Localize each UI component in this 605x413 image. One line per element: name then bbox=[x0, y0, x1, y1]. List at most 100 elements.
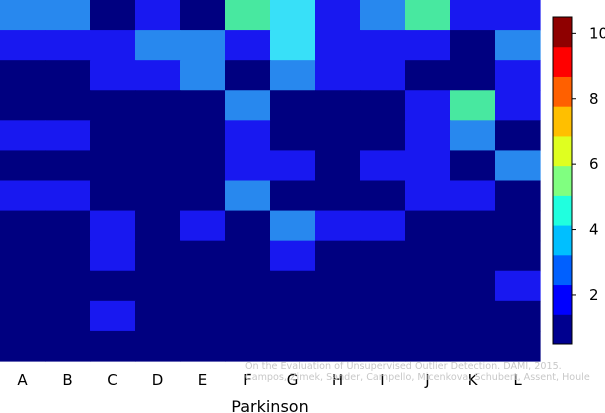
heatmap-cell bbox=[90, 270, 136, 302]
heatmap-cell bbox=[90, 120, 136, 152]
heatmap-cell bbox=[90, 330, 136, 362]
colorbar-band bbox=[553, 284, 572, 315]
heatmap-cell bbox=[495, 30, 541, 61]
heatmap-cell bbox=[270, 90, 316, 121]
heatmap-cell bbox=[135, 150, 181, 182]
heatmap-cell bbox=[135, 180, 181, 212]
heatmap-cell bbox=[0, 210, 46, 242]
heatmap-cell bbox=[360, 90, 406, 121]
heatmap-cell bbox=[405, 180, 451, 212]
heatmap-cell bbox=[270, 240, 316, 272]
heatmap-cell bbox=[405, 120, 451, 152]
heatmap-cell bbox=[135, 30, 181, 61]
heatmap-cell bbox=[405, 270, 451, 302]
heatmap-cell bbox=[405, 90, 451, 121]
colorbar-frame bbox=[552, 16, 573, 345]
colorbar-band bbox=[553, 106, 572, 137]
heatmap-cell bbox=[0, 180, 46, 212]
heatmap-cell bbox=[315, 120, 361, 152]
heatmap-cell bbox=[360, 30, 406, 61]
heatmap-cell bbox=[450, 90, 496, 121]
heatmap-cell bbox=[450, 330, 496, 362]
heatmap-cell bbox=[495, 330, 541, 362]
heatmap-cell bbox=[90, 0, 136, 31]
heatmap-cell bbox=[450, 210, 496, 242]
colorbar-band bbox=[553, 225, 572, 256]
heatmap-cell bbox=[450, 30, 496, 61]
x-tick-label: L bbox=[513, 371, 522, 389]
heatmap-cell bbox=[270, 60, 316, 91]
colorbar-tick-label: 10 bbox=[589, 24, 605, 42]
heatmap-cell bbox=[45, 0, 91, 31]
heatmap-cell bbox=[0, 60, 46, 91]
colorbar bbox=[552, 16, 573, 345]
colorbar-band bbox=[553, 165, 572, 196]
heatmap-cell bbox=[180, 210, 226, 242]
heatmap-cell bbox=[450, 150, 496, 182]
heatmap-cell bbox=[450, 300, 496, 332]
heatmap-cell bbox=[450, 240, 496, 272]
heatmap-cell bbox=[0, 240, 46, 272]
heatmap-cell bbox=[225, 330, 271, 362]
heatmap-cell bbox=[135, 120, 181, 152]
heatmap-cell bbox=[135, 90, 181, 121]
heatmap-cell bbox=[45, 240, 91, 272]
heatmap-cell bbox=[405, 30, 451, 61]
heatmap-cell bbox=[225, 90, 271, 121]
heatmap-cell bbox=[360, 120, 406, 152]
heatmap-cells bbox=[0, 0, 541, 362]
heatmap-cell bbox=[495, 0, 541, 31]
heatmap-cell bbox=[90, 150, 136, 182]
colorbar-band bbox=[553, 46, 572, 77]
heatmap-cell bbox=[315, 180, 361, 212]
heatmap-cell bbox=[315, 210, 361, 242]
x-tick-label: C bbox=[107, 371, 117, 389]
x-tick-label: H bbox=[332, 371, 343, 389]
heatmap-cell bbox=[315, 300, 361, 332]
heatmap-cell bbox=[360, 180, 406, 212]
heatmap-cell bbox=[45, 150, 91, 182]
heatmap-cell bbox=[450, 180, 496, 212]
heatmap-cell bbox=[315, 150, 361, 182]
heatmap-cell bbox=[360, 300, 406, 332]
heatmap-cell bbox=[90, 90, 136, 121]
colorbar-band bbox=[553, 254, 572, 286]
heatmap-cell bbox=[225, 300, 271, 332]
heatmap-cell bbox=[45, 210, 91, 242]
heatmap-cell bbox=[450, 60, 496, 91]
heatmap-cell bbox=[315, 330, 361, 362]
x-tick-label: F bbox=[243, 371, 252, 389]
heatmap-cell bbox=[270, 30, 316, 61]
x-tick-labels: A B C D E F G H I J K L bbox=[17, 371, 522, 389]
heatmap-cell bbox=[315, 270, 361, 302]
heatmap-cell bbox=[180, 330, 226, 362]
heatmap-cell bbox=[270, 300, 316, 332]
heatmap-cell bbox=[180, 180, 226, 212]
heatmap-cell bbox=[180, 240, 226, 272]
heatmap-cell bbox=[315, 0, 361, 31]
citation-line-1: On the Evaluation of Unsupervised Outlie… bbox=[245, 361, 562, 372]
heatmap-cell bbox=[270, 180, 316, 212]
heatmap-cell bbox=[405, 300, 451, 332]
heatmap-cell bbox=[225, 30, 271, 61]
heatmap-cell bbox=[405, 240, 451, 272]
citation-line-2: Campos, Zimek, Sander, Campello, Micenko… bbox=[245, 372, 590, 383]
heatmap-cell bbox=[90, 240, 136, 272]
heatmap-cell bbox=[135, 60, 181, 91]
heatmap-cell bbox=[360, 270, 406, 302]
colorbar-band bbox=[553, 314, 572, 345]
heatmap-cell bbox=[360, 210, 406, 242]
heatmap-cell bbox=[270, 150, 316, 182]
heatmap-cell bbox=[135, 330, 181, 362]
heatmap-cell bbox=[405, 210, 451, 242]
heatmap-cell bbox=[45, 30, 91, 61]
heatmap-cell bbox=[360, 150, 406, 182]
heatmap-cell bbox=[405, 150, 451, 182]
heatmap-cell bbox=[180, 0, 226, 31]
colorbar-band bbox=[553, 135, 572, 167]
heatmap-cell bbox=[45, 300, 91, 332]
heatmap-cell bbox=[315, 60, 361, 91]
heatmap-cell bbox=[45, 120, 91, 152]
heatmap-cell bbox=[405, 60, 451, 91]
heatmap-cell bbox=[45, 270, 91, 302]
